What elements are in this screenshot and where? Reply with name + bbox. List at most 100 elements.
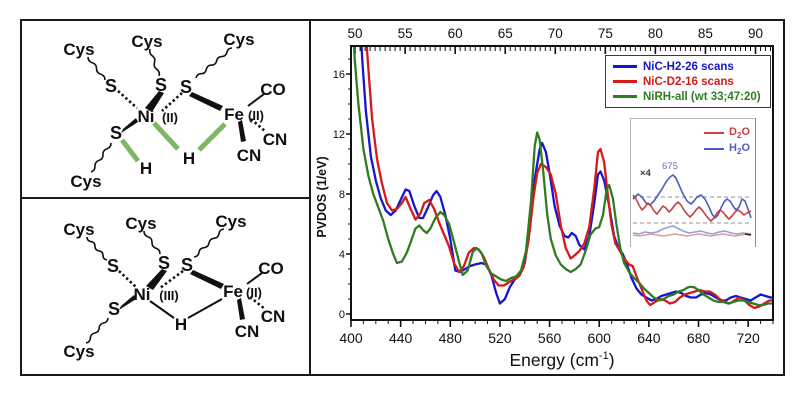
y-axis-ticks [346, 58, 351, 315]
y-axis-labels: 0 4 8 12 16 [333, 69, 345, 321]
svg-text:55: 55 [398, 26, 413, 41]
s-label: S [107, 256, 119, 276]
s-label: S [158, 253, 170, 273]
inset-scale-annotation: ×4 [640, 168, 651, 179]
svg-text:8: 8 [339, 189, 345, 201]
fe-label: Fe [223, 282, 243, 301]
bottom-axis-ticks [350, 320, 774, 327]
legend-entry-nic-h2: NiC-H2-26 scans [613, 59, 761, 74]
ni-label: Ni [134, 285, 151, 304]
cys-linker [87, 56, 106, 81]
legend-label: D2O [729, 125, 750, 141]
ni-label: Ni [138, 107, 155, 126]
svg-text:60: 60 [448, 26, 463, 41]
bond-s2-fe-wedge [190, 269, 224, 289]
top-axis-ticks [354, 47, 772, 54]
bond-hbridge-fe [187, 297, 223, 319]
inset-curves [632, 174, 752, 237]
bond-fe-cn1 [250, 118, 267, 133]
cys-label: Cys [63, 40, 94, 59]
x-axis-title: Energy (cm-1) [509, 350, 615, 370]
inset-curve-d2o-difference-x4 [632, 194, 752, 222]
legend-label: H2O [729, 141, 750, 157]
bond-fe-cn1 [249, 295, 266, 310]
svg-text:90: 90 [748, 26, 763, 41]
ni-oxidation-state: (II) [162, 110, 178, 125]
inset-curve-d2o-difference [632, 233, 752, 237]
bond-ni-hbridge-highlight [152, 121, 180, 151]
svg-text:0: 0 [339, 309, 345, 321]
co-label: CO [260, 80, 286, 99]
legend-label: NiC-H2-26 scans [643, 60, 734, 73]
bond-hbridge-fe-highlight [197, 122, 227, 152]
cys-linker [148, 48, 161, 77]
bond-fe-co [246, 271, 263, 285]
cys-label: Cys [125, 214, 156, 233]
svg-text:720: 720 [736, 330, 760, 346]
inset-peak-annotation: 675 [662, 161, 678, 172]
cn-label: CN [263, 130, 288, 149]
series-curves [352, 47, 772, 310]
bond-sbottom-ni-wedge [119, 294, 136, 310]
cn-label: CN [235, 322, 260, 341]
bond-sbottom-ni-wedge [121, 118, 138, 133]
svg-text:400: 400 [339, 330, 363, 346]
inset-legend-entry-d2o: D2O [704, 125, 750, 141]
bond-fe-cn2-wedge [237, 297, 245, 320]
s-label: S [108, 299, 120, 319]
top-axis-labels: 50 55 60 65 70 75 80 85 90 [348, 26, 763, 41]
bridging-h-label: H [175, 315, 187, 334]
bond-s1-ni-wedge [146, 268, 167, 290]
cys-label: Cys [63, 342, 94, 361]
cys-label: Cys [223, 30, 254, 49]
curve-nic-d2-16-scans [365, 47, 772, 310]
bond-s1-ni-wedge [145, 91, 164, 112]
svg-text:640: 640 [637, 330, 661, 346]
bond-s-hterminal-highlight [120, 138, 140, 163]
svg-text:520: 520 [488, 330, 512, 346]
inset-legend-entry-h2o: H2O [704, 141, 750, 157]
difference-inset: D2O H2O ×4 675 [630, 118, 756, 247]
svg-text:440: 440 [389, 330, 413, 346]
spectrum-plot: 50 55 60 65 70 75 80 85 90 400 440 480 520 560 600 640… [315, 26, 774, 346]
legend-line-swatch [704, 147, 725, 151]
svg-text:85: 85 [698, 26, 713, 41]
structure-ni3-fe2-drawing: Cys Cys Cys Cys S S S S Ni (III) Fe (II)… [63, 212, 286, 361]
legend-line-swatch [613, 95, 637, 98]
fe-oxidation-state: (II) [246, 285, 262, 300]
cn-label: CN [261, 307, 286, 326]
legend-line-swatch [704, 131, 725, 135]
cys-label: Cys [70, 172, 101, 191]
cn-label: CN [237, 146, 262, 165]
bridging-h-label: H [183, 149, 195, 168]
svg-text:480: 480 [439, 330, 463, 346]
bond-sleft-ni [117, 90, 138, 109]
legend-entry-nic-d2: NiC-D2-16 scans [613, 74, 761, 89]
bond-fe-co [247, 93, 265, 107]
cys-label: Cys [63, 220, 94, 239]
svg-text:50: 50 [348, 26, 363, 41]
structures-panel: Cys Cys Cys Cys S S S S Ni (II) Fe (II) … [22, 21, 311, 374]
svg-text:4: 4 [339, 249, 345, 261]
spectrum-legend: NiC-H2-26 scans NiC-D2-16 scans NiRH-all… [605, 55, 771, 108]
s-label: S [110, 123, 122, 143]
bond-fe-cn2-wedge [238, 120, 246, 142]
inset-curve-h2o-difference-x4 [632, 174, 752, 219]
svg-text:16: 16 [333, 69, 345, 81]
bottom-axis-labels: 400 440 480 520 560 600 640 680 720 [339, 330, 760, 346]
spectrum-panel: 50 55 60 65 70 75 80 85 90 400 440 480 520 560 600 640… [311, 21, 783, 374]
svg-text:680: 680 [687, 330, 711, 346]
cys-linker [90, 142, 112, 173]
co-label: CO [258, 259, 284, 278]
svg-text:80: 80 [648, 26, 663, 41]
cys-linker [143, 230, 161, 254]
cys-linker [85, 317, 109, 344]
s-label: S [105, 76, 117, 96]
structure-ni2-fe2: Cys Cys Cys Cys S S S S Ni (II) Fe (II) … [22, 21, 309, 199]
fe-label: Fe [224, 105, 244, 124]
y-axis-title: PVDOS (1/eV) [315, 156, 329, 237]
legend-label: NiRH-all (wt 33;47:20) [643, 90, 761, 103]
legend-entry-nirh: NiRH-all (wt 33;47:20) [613, 89, 761, 104]
svg-text:75: 75 [598, 26, 613, 41]
